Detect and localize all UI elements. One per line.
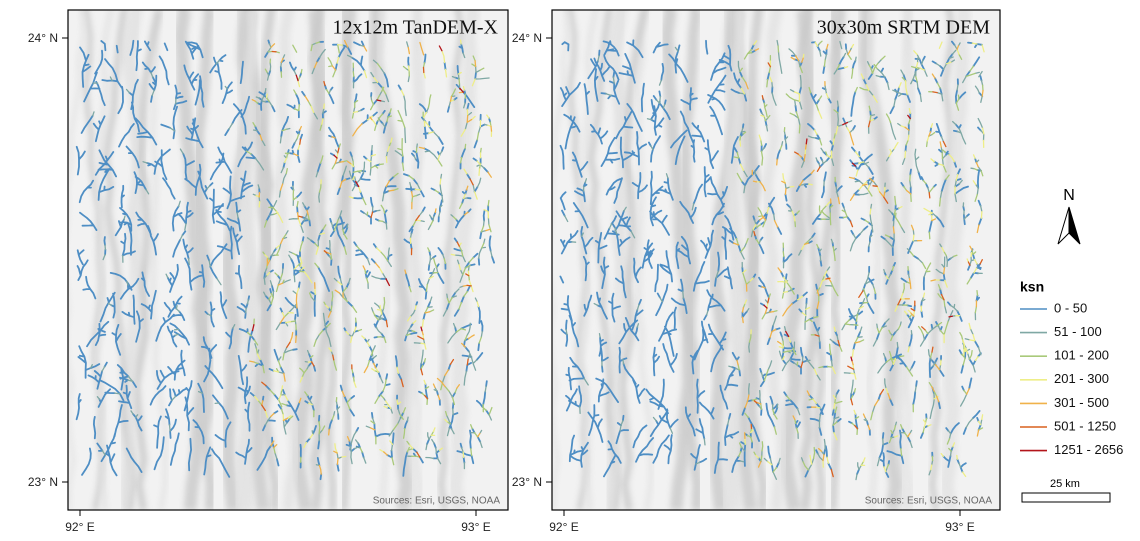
hillshade-ridge (232, 10, 260, 510)
hillshade-ridge (290, 10, 328, 510)
map-panel: 30x30m SRTM DEM Sources: Esri, USGS, NOAA… (512, 9, 1001, 534)
hillshade-ridge (375, 10, 392, 510)
panel-title: 30x30m SRTM DEM (817, 17, 990, 39)
map-content (68, 10, 508, 510)
lon-label: 93° E (945, 520, 974, 534)
hillshade-ridge (448, 10, 481, 510)
hillshade-ridge (552, 10, 570, 510)
lat-label: 23° N (512, 475, 542, 489)
lon-label: 93° E (461, 520, 490, 534)
legend-label: 501 - 1250 (1054, 418, 1116, 433)
hillshade-ridge (174, 10, 209, 510)
hillshade-ridge (635, 10, 655, 510)
hillshade-ridge (719, 10, 747, 510)
lat-label: 23° N (28, 475, 58, 489)
map-frame (551, 9, 1001, 511)
lon-label: 92° E (549, 520, 578, 534)
map-content (552, 10, 1000, 510)
north-arrow: N (1057, 187, 1081, 245)
hillshade-ridge (123, 10, 140, 510)
hillshade-ridge (273, 10, 301, 510)
river-network (249, 39, 493, 475)
legend-label: 201 - 300 (1054, 371, 1109, 386)
hillshade-ridge (928, 10, 956, 510)
hillshade-ridge (899, 10, 914, 510)
river-network (559, 39, 984, 478)
hillshade-ridge (660, 10, 695, 510)
legend-label: 101 - 200 (1054, 348, 1109, 363)
river-network (763, 114, 953, 362)
river-network (253, 39, 493, 458)
river-network (739, 40, 985, 478)
hillshade-ridge (92, 10, 114, 510)
legend: 0 - 50 51 - 100 101 - 200 201 - 300 301 - 50… (1020, 300, 1123, 457)
river-network (564, 39, 985, 481)
hillshade-ridge (68, 10, 86, 510)
legend-label: 51 - 100 (1054, 324, 1102, 339)
map-frame (67, 9, 509, 511)
hillshade-ridge (193, 10, 217, 510)
river-network (75, 39, 495, 481)
lon-label: 92° E (65, 520, 94, 534)
hillshade-ridge (576, 10, 599, 510)
scale-bar (1021, 492, 1111, 503)
scale-bar-label: 25 km (1050, 478, 1080, 490)
river-network (732, 43, 984, 468)
hillshade-ridge (437, 10, 465, 510)
river-network (245, 41, 493, 466)
panel-title: 12x12m TanDEM-X (333, 17, 499, 39)
legend-title: ksn (1020, 279, 1044, 295)
hillshade-ridge (761, 10, 789, 510)
river-network (251, 45, 464, 332)
legend-label: 301 - 500 (1054, 395, 1109, 410)
hillshade-ridge (679, 10, 703, 510)
river-network (750, 62, 983, 478)
hillshade-ridge (102, 10, 136, 510)
legend-label: 1251 - 2656 (1054, 442, 1123, 457)
sources-credit: Sources: Esri, USGS, NOAA (865, 496, 993, 507)
hillshade-ridge (939, 10, 972, 510)
hillshade-ridge (408, 10, 424, 510)
hillshade-ridge (865, 10, 882, 510)
lat-label: 24° N (28, 31, 58, 45)
hillshade-ridge (779, 10, 816, 510)
river-network (261, 50, 474, 458)
north-label: N (1063, 187, 1075, 204)
legend-label: 0 - 50 (1054, 300, 1087, 315)
sources-credit: Sources: Esri, USGS, NOAA (373, 496, 501, 507)
lat-label: 24° N (512, 31, 542, 45)
hillshade-ridge (307, 10, 337, 510)
map-panel: 12x12m TanDEM-X Sources: Esri, USGS, NOAA… (28, 9, 509, 534)
hillshade-ridge (339, 10, 354, 510)
